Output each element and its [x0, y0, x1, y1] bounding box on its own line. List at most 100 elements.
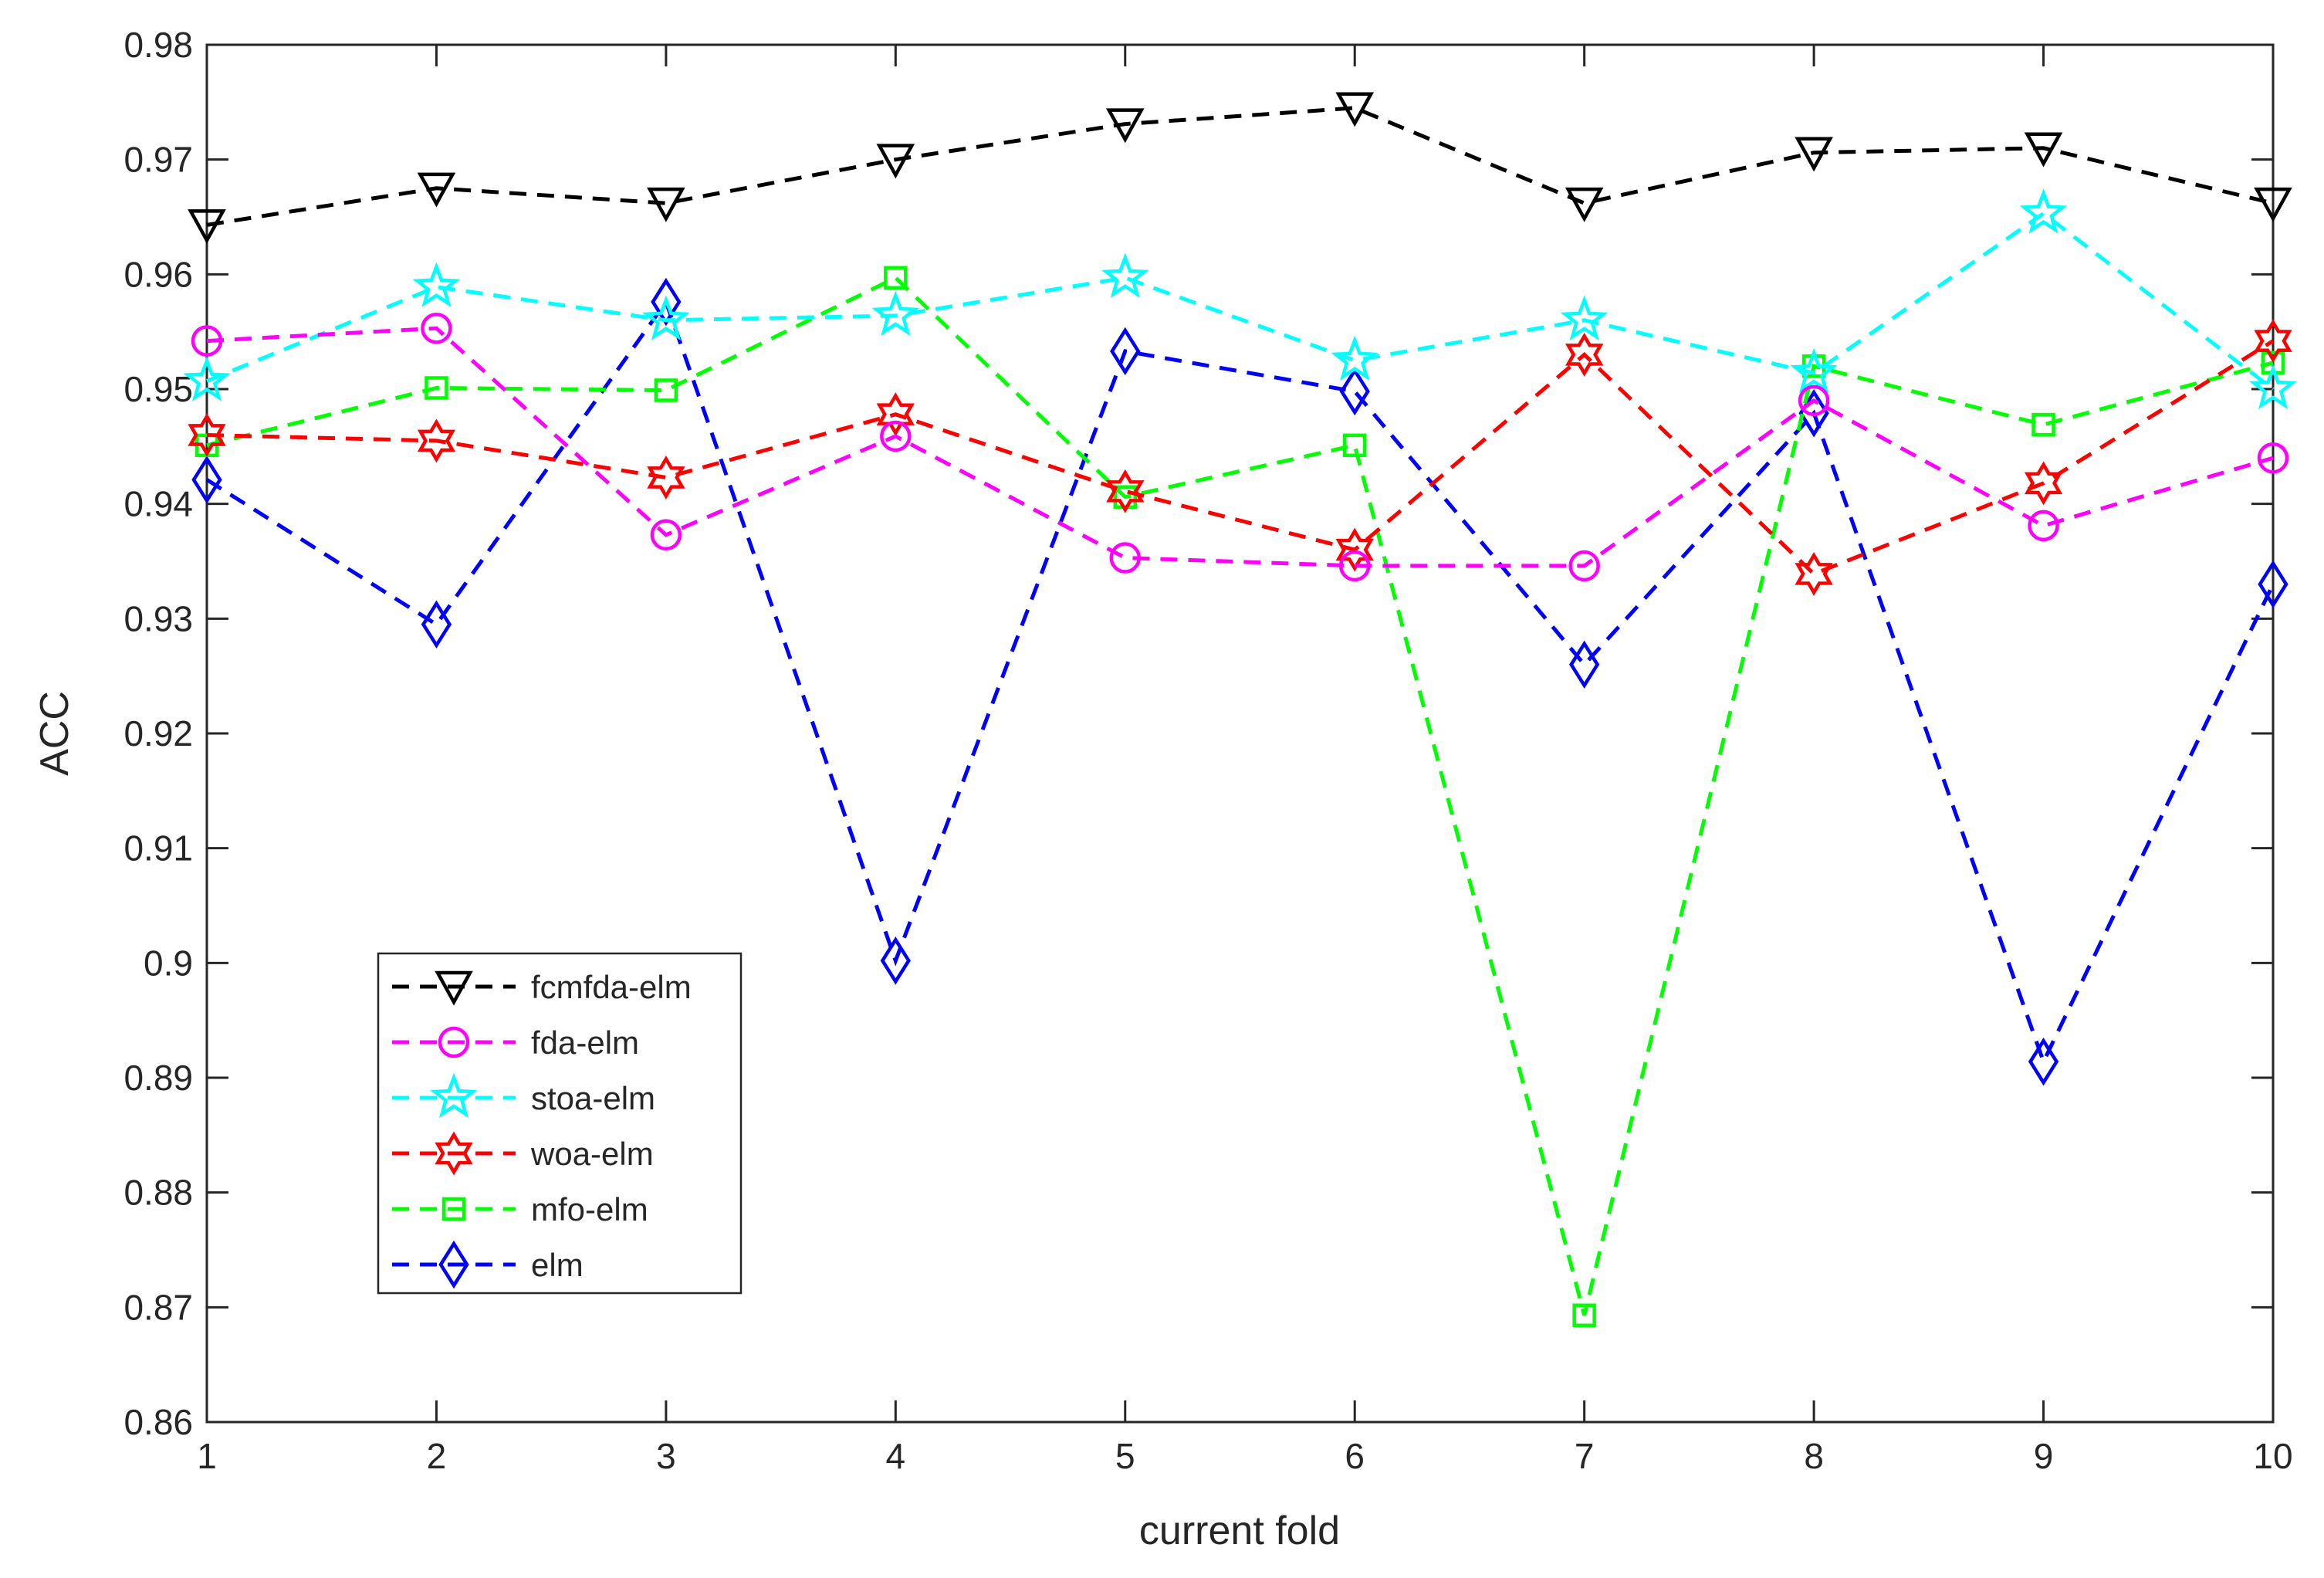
data-point-fda-elm — [2028, 510, 2059, 542]
data-point-mfo-elm — [1342, 433, 1367, 458]
y-tick-label: 0.88 — [123, 1173, 193, 1213]
data-point-woa-elm — [2024, 461, 2063, 506]
legend-marker-fcmfda-elm — [435, 970, 473, 1006]
data-point-elm — [421, 600, 452, 648]
data-point-stoa-elm — [1560, 295, 1609, 340]
legend-marker-fda-elm — [438, 1026, 470, 1058]
y-axis-ticks: 0.86 0.87 0.88 0.89 0.9 0.91 0.92 0.93 0.94 0.95 0… — [123, 25, 2273, 1442]
legend-marker-woa-elm — [435, 1131, 473, 1176]
data-point-stoa-elm — [2249, 364, 2297, 410]
y-axis-title: ACC — [32, 691, 77, 776]
data-point-fda-elm — [880, 420, 912, 452]
data-point-elm — [1110, 327, 1141, 376]
legend-entry-elm: elm — [392, 1240, 584, 1289]
x-tick-label: 8 — [1804, 1436, 1824, 1476]
data-point-elm — [1339, 367, 1370, 416]
data-point-woa-elm — [1795, 551, 1833, 596]
series-stoa-elm — [183, 188, 2297, 410]
series-fcmfda-elm — [188, 92, 2292, 245]
data-point-elm — [191, 455, 222, 504]
x-tick-label: 2 — [427, 1436, 447, 1476]
data-point-fcmfda-elm — [2254, 187, 2292, 222]
data-point-fcmfda-elm — [1795, 137, 1833, 172]
data-point-fda-elm — [1798, 384, 1830, 417]
data-point-stoa-elm — [1101, 252, 1149, 298]
legend-label: fcmfda-elm — [531, 969, 692, 1005]
x-tick-label: 9 — [2034, 1436, 2054, 1476]
legend-entry-fda-elm: fda-elm — [392, 1024, 639, 1061]
data-point-mfo-elm — [1572, 1303, 1596, 1327]
data-point-fcmfda-elm — [876, 144, 915, 179]
y-tick-label: 0.94 — [123, 484, 193, 524]
legend-label: woa-elm — [530, 1136, 654, 1172]
data-point-fda-elm — [2257, 442, 2289, 474]
legend-label: elm — [531, 1247, 584, 1283]
legend-marker-mfo-elm — [441, 1197, 466, 1221]
data-point-fcmfda-elm — [1105, 108, 1145, 144]
series-elm — [191, 277, 2288, 1086]
data-point-mfo-elm — [884, 266, 908, 290]
legend-label: fda-elm — [531, 1024, 639, 1061]
data-point-mfo-elm — [425, 376, 448, 400]
data-point-fcmfda-elm — [1335, 92, 1375, 127]
data-point-elm — [880, 936, 911, 985]
y-tick-label: 0.92 — [123, 713, 193, 753]
x-axis-title: current fold — [1139, 1509, 1340, 1553]
data-point-woa-elm — [1335, 527, 1374, 572]
data-point-woa-elm — [2254, 319, 2292, 364]
series-line-fcmfda-elm — [206, 106, 2274, 227]
data-point-woa-elm — [1106, 469, 1145, 513]
data-point-woa-elm — [647, 455, 685, 499]
data-point-woa-elm — [1565, 332, 1604, 377]
legend-entry-fcmfda-elm: fcmfda-elm — [392, 969, 692, 1006]
x-tick-label: 5 — [1115, 1436, 1135, 1476]
data-point-woa-elm — [417, 418, 456, 463]
y-tick-label: 0.91 — [123, 828, 193, 869]
data-point-elm — [651, 277, 682, 327]
data-point-stoa-elm — [412, 262, 461, 307]
x-tick-label: 1 — [197, 1436, 217, 1476]
data-point-stoa-elm — [1331, 335, 1379, 381]
series-layer — [183, 92, 2297, 1327]
series-woa-elm — [188, 319, 2292, 596]
data-point-fda-elm — [1338, 550, 1371, 582]
x-tick-label: 10 — [2253, 1436, 2292, 1476]
y-tick-label: 0.87 — [123, 1287, 193, 1327]
x-tick-label: 4 — [886, 1436, 906, 1476]
data-point-elm — [1569, 640, 1600, 689]
data-point-woa-elm — [188, 413, 226, 457]
y-tick-label: 0.95 — [123, 369, 193, 409]
legend-box — [377, 952, 743, 1295]
data-point-stoa-elm — [642, 295, 690, 340]
data-point-elm — [2028, 1037, 2059, 1086]
y-tick-label: 0.9 — [144, 943, 193, 983]
series-line-fda-elm — [206, 326, 2274, 568]
legend-entry-woa-elm: woa-elm — [392, 1131, 654, 1176]
series-fda-elm — [191, 312, 2289, 582]
legend-marker-elm — [438, 1240, 469, 1289]
data-point-mfo-elm — [2031, 412, 2055, 437]
data-point-stoa-elm — [183, 356, 231, 401]
series-line-elm — [205, 297, 2275, 1067]
data-point-fda-elm — [191, 325, 223, 357]
y-tick-label: 0.96 — [123, 254, 193, 294]
data-point-fcmfda-elm — [647, 187, 685, 222]
data-point-mfo-elm — [654, 378, 678, 402]
data-point-elm — [2258, 560, 2288, 608]
legend-entry-stoa-elm: stoa-elm — [392, 1072, 655, 1119]
x-tick-label: 6 — [1345, 1436, 1365, 1476]
legend-label: mfo-elm — [531, 1191, 648, 1228]
data-point-stoa-elm — [2019, 188, 2068, 234]
series-line-stoa-elm — [206, 211, 2275, 391]
legend-label: stoa-elm — [531, 1080, 655, 1116]
y-tick-label: 0.86 — [123, 1402, 193, 1442]
y-tick-label: 0.89 — [123, 1058, 193, 1098]
y-tick-label: 0.93 — [123, 598, 193, 638]
data-point-woa-elm — [876, 392, 915, 437]
data-point-fda-elm — [650, 519, 682, 551]
x-tick-label: 7 — [1575, 1436, 1595, 1476]
x-tick-label: 3 — [656, 1436, 676, 1476]
y-tick-label: 0.97 — [123, 140, 193, 180]
data-point-fda-elm — [1568, 550, 1600, 582]
